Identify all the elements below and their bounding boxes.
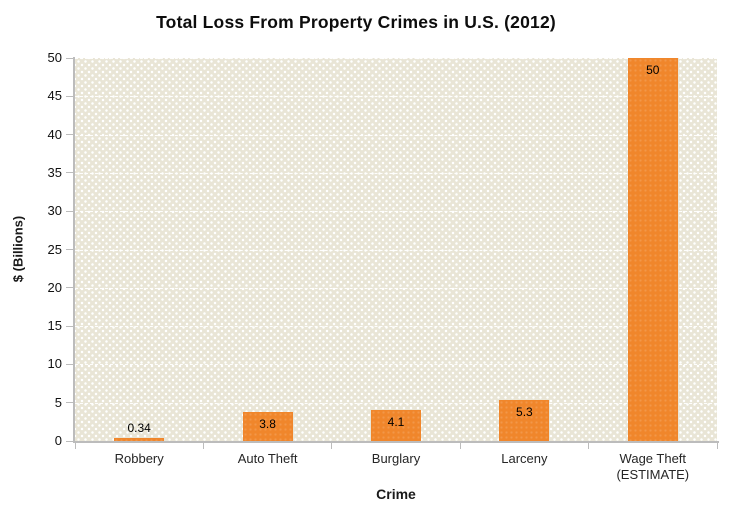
bar-wage-theft: 50 bbox=[627, 58, 678, 441]
y-tick-label-25: 25 bbox=[47, 241, 62, 257]
x-axis-tick-4 bbox=[588, 443, 590, 449]
bar-robbery bbox=[114, 438, 165, 441]
y-tick-label-20: 20 bbox=[47, 279, 62, 295]
x-axis-tick-0 bbox=[74, 443, 76, 449]
gridline-45 bbox=[75, 96, 717, 98]
gridline-10 bbox=[75, 364, 717, 366]
y-tick-label-5: 5 bbox=[54, 394, 62, 410]
y-tick-label-30: 30 bbox=[47, 203, 62, 219]
x-category-label-larceny: Larceny bbox=[501, 451, 548, 466]
bar-auto-theft: 3.8 bbox=[242, 411, 293, 441]
x-axis-tick-3 bbox=[459, 443, 461, 449]
x-category-label-wage-theft: Wage Theft (ESTIMATE) bbox=[616, 451, 690, 482]
x-axis-tick-1 bbox=[202, 443, 204, 449]
y-axis-tick-20 bbox=[66, 287, 73, 289]
y-axis-tick-10 bbox=[66, 363, 73, 365]
y-axis-tick-50 bbox=[66, 57, 73, 59]
x-category-label-burglary: Burglary bbox=[371, 451, 421, 466]
y-tick-label-0: 0 bbox=[54, 433, 62, 448]
chart-title: Total Loss From Property Crimes in U.S. … bbox=[156, 12, 556, 32]
y-tick-label-15: 15 bbox=[47, 318, 62, 334]
gridline-35 bbox=[75, 172, 717, 174]
y-tick-label-50: 50 bbox=[47, 50, 62, 65]
gridline-40 bbox=[75, 134, 717, 136]
gridline-5 bbox=[75, 402, 717, 404]
bar-value-label: 3.8 bbox=[259, 416, 276, 431]
y-axis-line bbox=[73, 57, 75, 443]
y-tick-label-45: 45 bbox=[47, 88, 62, 104]
y-axis-tick-5 bbox=[66, 402, 73, 404]
y-axis-tick-25 bbox=[66, 249, 73, 250]
x-axis-tick-2 bbox=[331, 443, 333, 449]
plot-area bbox=[75, 58, 717, 441]
gridline-25 bbox=[75, 249, 717, 251]
y-axis-tick-40 bbox=[66, 134, 73, 136]
bar-larceny: 5.3 bbox=[499, 400, 550, 441]
y-axis-tick-30 bbox=[66, 210, 73, 212]
gridline-50 bbox=[75, 58, 717, 59]
bar-value-label: 5.3 bbox=[516, 405, 533, 420]
x-axis-line bbox=[73, 441, 719, 443]
y-axis-tick-15 bbox=[66, 325, 73, 327]
bar-value-label: 0.34 bbox=[127, 421, 151, 436]
y-tick-label-10: 10 bbox=[47, 356, 62, 372]
y-tick-label-35: 35 bbox=[47, 164, 62, 180]
x-category-label-auto-theft: Auto Theft bbox=[237, 451, 298, 466]
y-axis-tick-0 bbox=[66, 440, 73, 442]
gridline-30 bbox=[75, 211, 717, 213]
y-axis-tick-45 bbox=[66, 95, 73, 97]
x-axis-title: Crime bbox=[376, 486, 416, 502]
bar-value-label: 4.1 bbox=[387, 414, 405, 429]
y-tick-label-40: 40 bbox=[47, 126, 62, 142]
gridline-20 bbox=[75, 287, 717, 289]
x-category-label-robbery: Robbery bbox=[114, 451, 164, 466]
bar-burglary: 4.1 bbox=[371, 409, 421, 441]
bar-value-label: 50 bbox=[646, 63, 660, 77]
gridline-15 bbox=[75, 326, 717, 328]
x-axis-tick-5 bbox=[716, 443, 718, 449]
y-axis-tick-35 bbox=[66, 172, 73, 174]
